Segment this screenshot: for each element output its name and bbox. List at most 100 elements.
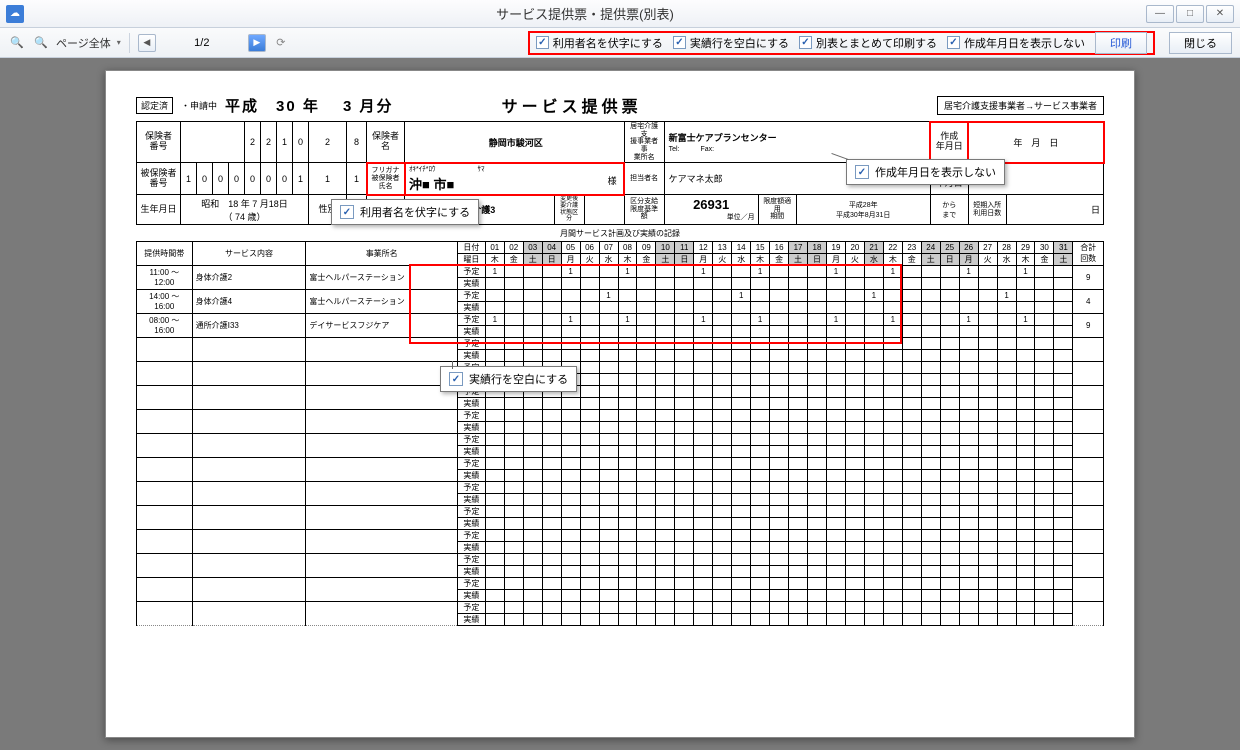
actual-cell xyxy=(1035,445,1054,457)
actual-cell xyxy=(751,373,770,385)
plan-cell xyxy=(580,529,599,541)
plan-cell xyxy=(485,601,504,613)
service-cell xyxy=(192,505,306,529)
actual-cell xyxy=(713,349,732,361)
plan-cell xyxy=(1016,457,1035,469)
plan-cell xyxy=(542,265,561,277)
chk-combine[interactable]: ✓ xyxy=(799,36,812,49)
chk-blank-actual[interactable]: ✓ xyxy=(673,36,686,49)
actual-cell xyxy=(864,301,883,313)
plan-cell xyxy=(997,601,1016,613)
plan-cell xyxy=(845,505,864,517)
plan-cell xyxy=(770,265,789,277)
plan-label: 予定 xyxy=(458,313,486,325)
plan-cell xyxy=(523,313,542,325)
close-dialog-button[interactable]: 閉じる xyxy=(1169,32,1232,54)
plan-cell xyxy=(542,553,561,565)
time-cell xyxy=(137,505,193,529)
actual-cell xyxy=(808,397,827,409)
actual-cell xyxy=(713,301,732,313)
change-label: 変更後 要介護状態区 分 xyxy=(554,195,584,224)
actual-cell xyxy=(959,301,978,313)
actual-cell xyxy=(808,421,827,433)
actual-cell xyxy=(561,421,580,433)
actual-cell xyxy=(1035,421,1054,433)
minimize-button[interactable]: — xyxy=(1146,5,1174,23)
actual-cell xyxy=(883,589,902,601)
actual-cell xyxy=(599,565,618,577)
actual-cell xyxy=(789,397,808,409)
actual-cell xyxy=(599,301,618,313)
actual-cell xyxy=(770,397,789,409)
actual-cell xyxy=(1016,301,1035,313)
actual-cell xyxy=(580,421,599,433)
plan-cell xyxy=(997,409,1016,421)
plan-cell xyxy=(845,529,864,541)
actual-cell xyxy=(921,613,940,625)
plan-cell xyxy=(921,289,940,301)
col-date-label: 日付 xyxy=(458,241,486,253)
plan-cell xyxy=(883,289,902,301)
service-cell xyxy=(192,577,306,601)
chk-hide-date[interactable]: ✓ xyxy=(947,36,960,49)
plan-cell xyxy=(1054,265,1073,277)
plan-label: 予定 xyxy=(458,553,486,565)
actual-cell xyxy=(618,589,637,601)
plan-cell xyxy=(732,313,751,325)
actual-label: 実績 xyxy=(458,445,486,457)
maximize-button[interactable]: □ xyxy=(1176,5,1204,23)
prev-page-button[interactable]: ◀ xyxy=(138,34,156,52)
plan-cell xyxy=(808,337,827,349)
actual-cell xyxy=(770,517,789,529)
plan-cell xyxy=(751,577,770,589)
plan-cell xyxy=(978,457,997,469)
actual-cell xyxy=(1016,541,1035,553)
actual-cell xyxy=(561,469,580,481)
plan-cell xyxy=(580,457,599,469)
plan-cell xyxy=(845,265,864,277)
plan-cell xyxy=(637,601,656,613)
plan-cell: 1 xyxy=(751,313,770,325)
actual-cell xyxy=(940,397,959,409)
plan-cell: 1 xyxy=(1016,313,1035,325)
plan-cell xyxy=(1054,553,1073,565)
actual-cell xyxy=(618,565,637,577)
actual-cell xyxy=(997,301,1016,313)
actual-cell xyxy=(599,517,618,529)
actual-cell xyxy=(789,493,808,505)
callout-blank-actual: ✓ 実績行を空白にする xyxy=(440,366,577,392)
actual-cell xyxy=(485,349,504,361)
chk-mask-name[interactable]: ✓ xyxy=(536,36,549,49)
day-cell: 29 xyxy=(1016,241,1035,253)
plan-cell xyxy=(599,481,618,493)
actual-cell xyxy=(580,325,599,337)
dow-cell: 金 xyxy=(637,253,656,265)
total-cell xyxy=(1073,385,1104,409)
zoom-out-icon[interactable]: 🔍 xyxy=(32,34,50,52)
next-page-button[interactable]: ▶ xyxy=(248,34,266,52)
day-cell: 03 xyxy=(523,241,542,253)
actual-cell xyxy=(883,277,902,289)
dow-cell: 日 xyxy=(542,253,561,265)
actual-cell xyxy=(940,517,959,529)
zoom-in-icon[interactable]: 🔍 xyxy=(8,34,26,52)
actual-cell xyxy=(959,397,978,409)
refresh-icon[interactable]: ⟳ xyxy=(272,34,290,52)
actual-cell xyxy=(864,373,883,385)
plan-cell: 1 xyxy=(485,313,504,325)
actual-cell xyxy=(997,349,1016,361)
col-service: サービス内容 xyxy=(192,241,306,265)
plan-cell xyxy=(770,553,789,565)
plan-cell xyxy=(902,457,921,469)
close-button[interactable]: ✕ xyxy=(1206,5,1234,23)
plan-cell xyxy=(789,553,808,565)
plan-cell xyxy=(902,289,921,301)
plan-cell xyxy=(864,481,883,493)
zoom-dropdown-icon[interactable]: ▾ xyxy=(117,38,121,47)
plan-cell xyxy=(1016,553,1035,565)
plan-cell xyxy=(637,289,656,301)
plan-cell xyxy=(542,505,561,517)
print-button[interactable]: 印刷 xyxy=(1095,32,1147,54)
actual-cell xyxy=(751,301,770,313)
plan-cell xyxy=(770,337,789,349)
